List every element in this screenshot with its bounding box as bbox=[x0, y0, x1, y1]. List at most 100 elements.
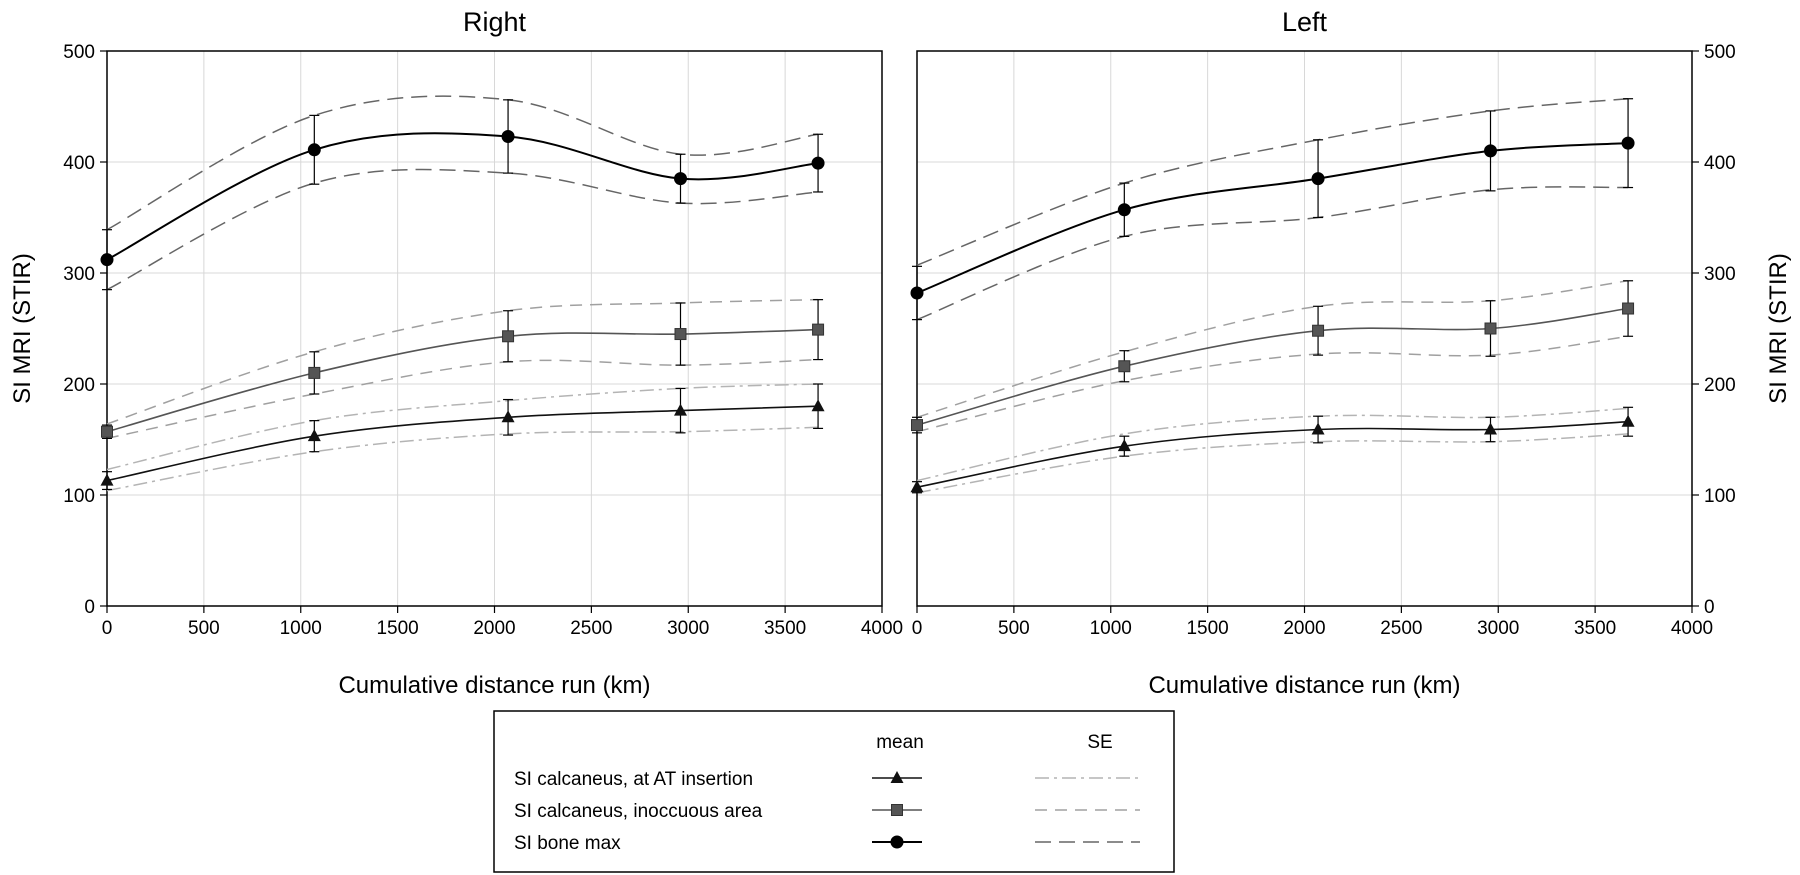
data-point bbox=[674, 403, 687, 416]
y-tick-label: 200 bbox=[63, 375, 95, 396]
x-tick-label: 2000 bbox=[473, 618, 515, 639]
legend: mean SE SI calcaneus, at AT insertion SI ca… bbox=[493, 710, 1175, 873]
series-inoc bbox=[101, 298, 825, 440]
series-max bbox=[100, 95, 825, 291]
data-point bbox=[308, 366, 321, 379]
legend-label: SI calcaneus, at AT insertion bbox=[514, 769, 753, 790]
se-upper-line bbox=[106, 383, 819, 471]
data-point bbox=[811, 156, 825, 170]
x-tick-label: 2500 bbox=[570, 618, 612, 639]
x-tick-label: 500 bbox=[188, 618, 220, 639]
se-upper-line bbox=[106, 95, 819, 231]
data-point bbox=[1312, 324, 1325, 337]
legend-box bbox=[493, 710, 1175, 873]
mean-line bbox=[916, 307, 1629, 426]
mean-line bbox=[916, 142, 1629, 294]
y-axis-label: SI MRI (STIR) bbox=[9, 253, 36, 404]
x-tick-label: 3500 bbox=[1574, 618, 1616, 639]
se-lower-line bbox=[916, 186, 1629, 321]
mean-line bbox=[106, 328, 819, 433]
data-point bbox=[307, 429, 321, 442]
data-point bbox=[307, 143, 321, 157]
data-point bbox=[1311, 172, 1325, 186]
data-point bbox=[1484, 422, 1497, 435]
data-point bbox=[101, 425, 113, 438]
x-tick-label: 1000 bbox=[1090, 618, 1132, 639]
x-tick-label: 0 bbox=[912, 618, 923, 639]
data-point bbox=[1621, 136, 1635, 150]
data-point bbox=[1311, 422, 1325, 435]
series-at bbox=[910, 406, 1635, 494]
y-tick-label: 200 bbox=[1704, 375, 1736, 396]
x-tick-label: 2500 bbox=[1380, 618, 1422, 639]
se-lower-line bbox=[916, 335, 1629, 433]
series-inoc bbox=[911, 280, 1635, 434]
mean-line bbox=[106, 405, 819, 482]
data-point bbox=[1117, 439, 1131, 452]
x-tick-label: 1000 bbox=[280, 618, 322, 639]
mean-line bbox=[916, 420, 1629, 488]
se-upper-line bbox=[106, 298, 819, 425]
x-tick-label: 1500 bbox=[1186, 618, 1228, 639]
data-point bbox=[910, 480, 924, 493]
y-tick-label: 400 bbox=[1704, 153, 1736, 174]
x-tick-label: 3500 bbox=[764, 618, 806, 639]
legend-marker bbox=[890, 835, 904, 849]
legend-se-header: SE bbox=[1087, 732, 1112, 753]
y-tick-label: 0 bbox=[1704, 597, 1715, 618]
data-point bbox=[1621, 414, 1635, 427]
legend-label: SI bone max bbox=[514, 833, 621, 854]
x-tick-label: 500 bbox=[998, 618, 1030, 639]
y-tick-label: 300 bbox=[1704, 264, 1736, 285]
data-point bbox=[1484, 144, 1497, 158]
legend-marker bbox=[891, 804, 903, 816]
data-point bbox=[674, 172, 687, 186]
data-point bbox=[812, 323, 825, 336]
panel-title: Left bbox=[1282, 7, 1328, 37]
y-tick-label: 500 bbox=[1704, 42, 1736, 63]
panel-title: Right bbox=[463, 7, 527, 37]
panel-right: 0 500 1000 1500 2000 2500 3000 3500 4000 0 100 200 3… bbox=[9, 7, 903, 699]
panel-left: 0 500 1000 1500 2000 2500 3000 3500 400001002003… bbox=[910, 7, 1792, 699]
x-axis-label: Cumulative distance run (km) bbox=[338, 672, 650, 699]
series-at bbox=[100, 383, 825, 492]
data-point bbox=[911, 419, 923, 432]
se-lower-line bbox=[106, 426, 819, 492]
x-axis-label: Cumulative distance run (km) bbox=[1148, 672, 1460, 699]
y-tick-label: 100 bbox=[1704, 486, 1736, 507]
data-point bbox=[1484, 322, 1497, 335]
x-tick-label: 3000 bbox=[667, 618, 709, 639]
y-tick-label: 500 bbox=[63, 42, 95, 63]
x-tick-label: 0 bbox=[102, 618, 113, 639]
data-point bbox=[674, 328, 687, 341]
x-tick-label: 4000 bbox=[1671, 618, 1713, 639]
x-tick-label: 4000 bbox=[861, 618, 903, 639]
legend-mean-header: mean bbox=[876, 732, 924, 753]
series-max bbox=[910, 97, 1635, 321]
se-upper-line bbox=[916, 97, 1629, 266]
data-point bbox=[1118, 360, 1131, 373]
data-point bbox=[100, 253, 114, 267]
x-tick-label: 3000 bbox=[1477, 618, 1519, 639]
legend-label: SI calcaneus, inoccuous area bbox=[514, 801, 763, 822]
se-lower-line bbox=[106, 168, 819, 291]
se-lower-line bbox=[106, 358, 819, 440]
data-point bbox=[811, 399, 825, 412]
se-upper-line bbox=[916, 280, 1629, 419]
data-point bbox=[1117, 203, 1131, 217]
y-tick-label: 100 bbox=[63, 486, 95, 507]
legend-marker bbox=[890, 771, 904, 783]
data-point bbox=[100, 473, 114, 486]
y-axis-label: SI MRI (STIR) bbox=[1765, 253, 1792, 404]
data-point bbox=[502, 330, 515, 343]
data-point bbox=[1622, 302, 1635, 315]
se-upper-line bbox=[916, 407, 1629, 482]
data-point bbox=[501, 129, 515, 143]
y-tick-label: 400 bbox=[63, 153, 95, 174]
se-lower-line bbox=[916, 433, 1629, 494]
x-tick-label: 1500 bbox=[376, 618, 418, 639]
x-tick-label: 2000 bbox=[1283, 618, 1325, 639]
data-point bbox=[501, 410, 515, 423]
data-point bbox=[910, 286, 924, 300]
